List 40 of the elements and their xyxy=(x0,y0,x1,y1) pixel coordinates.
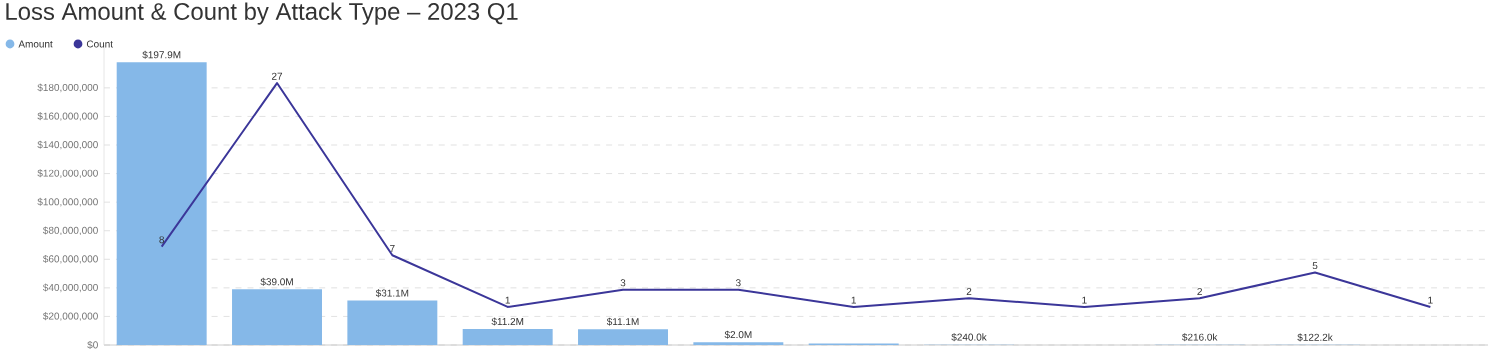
legend-label: Count xyxy=(86,40,113,48)
data-label: $216.0k xyxy=(1182,333,1218,342)
bar xyxy=(578,329,668,345)
data-label: 5 xyxy=(1312,262,1318,270)
bar xyxy=(347,300,438,345)
y-tick-label: $140,000,000 xyxy=(37,140,98,150)
y-tick-label: $40,000,000 xyxy=(42,283,98,293)
data-label: $11.1M xyxy=(606,317,639,326)
data-label: 1 xyxy=(851,296,856,304)
data-label: $2.0M xyxy=(724,330,752,339)
bar xyxy=(116,62,207,345)
data-label: 2 xyxy=(966,287,972,295)
data-label: 27 xyxy=(271,72,283,80)
data-label: 1 xyxy=(505,296,510,304)
data-label: 8 xyxy=(159,236,165,244)
data-label: 2 xyxy=(1197,287,1202,295)
data-label: 3 xyxy=(620,279,626,287)
data-label: $197.9M xyxy=(142,50,181,59)
data-label: $39.0M xyxy=(260,277,293,286)
data-label: 7 xyxy=(390,245,395,252)
y-tick-label: $120,000,000 xyxy=(37,169,98,178)
y-tick-label: $60,000,000 xyxy=(42,254,98,264)
data-label: $11.2M xyxy=(491,317,524,326)
data-label: $31.1M xyxy=(375,289,409,298)
bar xyxy=(462,329,553,345)
data-label: $240.0k xyxy=(951,333,987,342)
chart-title: Loss Amount & Count by Attack Type – 2023 Q1 xyxy=(6,2,518,25)
y-tick-label: $100,000,000 xyxy=(37,197,98,207)
legend-label: Amount xyxy=(18,40,53,48)
bar xyxy=(693,342,784,345)
y-tick-label: $180,000,000 xyxy=(37,83,98,93)
y-tick-label: $20,000,000 xyxy=(42,312,98,321)
y-tick-label: $160,000,000 xyxy=(37,112,98,121)
data-label: $122.2k xyxy=(1297,333,1333,342)
data-label: 1 xyxy=(1082,296,1087,304)
y-tick-label: $80,000,000 xyxy=(42,226,98,236)
data-label: 1 xyxy=(1428,296,1433,304)
bar xyxy=(232,289,322,345)
y-tick-label: $0 xyxy=(87,340,98,350)
data-label: 3 xyxy=(735,279,741,287)
